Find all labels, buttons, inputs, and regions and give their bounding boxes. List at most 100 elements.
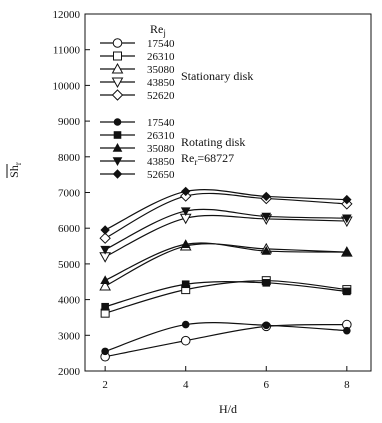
data-point-diamond-open — [99, 232, 111, 244]
legend-entries: 1754026310350804385052620175402631035080… — [100, 38, 175, 181]
series-rotating-26310 — [101, 279, 351, 311]
y-tick-label: 4000 — [58, 295, 81, 307]
data-point-triangle-up-filled — [112, 142, 123, 152]
data-point-triangle-down-filled — [180, 207, 191, 217]
rotating-disk-label: Rotating disk — [181, 135, 245, 149]
data-point-circle-filled — [343, 326, 351, 335]
series-line — [104, 281, 347, 308]
legend-entry-rotating: 17540 — [100, 117, 175, 129]
series-rotating-43850 — [100, 207, 352, 255]
series-line — [104, 243, 347, 287]
y-tick-label: 11000 — [53, 45, 81, 57]
series-line — [104, 189, 347, 231]
legend-title: Rej — [150, 22, 166, 38]
series-line — [104, 322, 347, 352]
legend-entry-rotating: 35080 — [100, 142, 175, 155]
x-tick-label: 6 — [264, 379, 270, 391]
legend-label: 43850 — [147, 156, 175, 168]
data-point-diamond-filled — [112, 169, 123, 179]
legend-entry-stationary: 17540 — [100, 38, 175, 50]
data-point-square-filled — [113, 131, 122, 139]
stationary-disk-label: Stationary disk — [181, 69, 253, 83]
y-tick-label: 3000 — [58, 330, 81, 342]
legend-entry-stationary: 52620 — [100, 89, 175, 102]
y-tick-label: 12000 — [53, 9, 81, 21]
y-tick-label: 2000 — [58, 366, 81, 378]
data-point-triangle-down-filled — [341, 214, 352, 224]
y-axis-title: Shr — [6, 162, 23, 178]
legend-label: 26310 — [147, 130, 175, 142]
series-line — [104, 242, 347, 281]
x-axis-label: H/d — [219, 402, 237, 416]
y-tick-label: 10000 — [53, 80, 81, 92]
series-layer — [99, 186, 353, 362]
data-point-diamond-filled — [342, 194, 352, 205]
data-point-triangle-down-open — [111, 77, 124, 89]
legend-entry-stationary: 43850 — [100, 77, 175, 89]
series-line — [105, 323, 347, 358]
plot-frame — [84, 13, 372, 372]
series-stationary-26310 — [100, 276, 352, 318]
y-axis-label: Shr — [7, 162, 23, 178]
data-point-circle-open — [180, 335, 191, 346]
data-point-triangle-down-filled — [100, 245, 110, 255]
series-stationary-17540 — [100, 319, 352, 362]
y-tick-label: 5000 — [58, 259, 81, 271]
legend-label: 52620 — [147, 90, 175, 102]
y-axis-ticks: 2000 3000 4000 5000 6000 7000 8000 9000 10000 110… — [53, 9, 90, 378]
legend-entry-rotating: 26310 — [100, 130, 175, 142]
legend-label: 35080 — [147, 143, 175, 155]
data-point-triangle-up-filled — [100, 275, 110, 285]
data-point-diamond-open — [111, 89, 124, 101]
data-point-circle-filled — [101, 347, 109, 356]
series-line — [104, 208, 347, 251]
data-point-circle-filled — [113, 118, 122, 126]
data-point-diamond-filled — [261, 191, 271, 202]
data-point-square-filled — [343, 287, 351, 296]
data-point-triangle-up-filled — [261, 246, 272, 255]
legend-label: 26310 — [147, 51, 175, 63]
x-axis-ticks: 2 4 6 8 — [102, 366, 350, 391]
data-point-circle-open — [112, 38, 123, 48]
y-tick-label: 8000 — [58, 152, 81, 164]
legend-entry-rotating: 52650 — [100, 169, 175, 181]
data-point-triangle-down-filled — [261, 212, 272, 222]
y-tick-label: 9000 — [58, 116, 81, 128]
data-point-triangle-up-filled — [180, 239, 191, 248]
series-line — [104, 214, 347, 258]
legend-entry-rotating: 43850 — [100, 156, 175, 168]
y-tick-label: 7000 — [58, 188, 81, 200]
data-point-triangle-up-filled — [341, 247, 352, 256]
data-point-circle-filled — [262, 321, 271, 330]
data-point-triangle-down-filled — [112, 157, 123, 167]
legend-label: 17540 — [147, 117, 175, 129]
x-tick-label: 4 — [183, 379, 189, 391]
series-line — [104, 280, 347, 314]
data-point-square-open — [113, 51, 122, 61]
data-point-square-filled — [181, 280, 190, 289]
legend-label: 43850 — [147, 77, 175, 89]
series-line — [104, 192, 347, 239]
data-point-circle-filled — [181, 320, 190, 329]
legend-label: 52650 — [147, 169, 175, 181]
data-point-square-filled — [101, 302, 109, 311]
series-rotating-52650 — [100, 186, 352, 235]
legend: Rej 175402631035080438505262017540263103… — [100, 22, 253, 181]
legend-entry-stationary: 26310 — [100, 51, 175, 63]
data-point-diamond-filled — [100, 225, 110, 235]
x-tick-label: 2 — [102, 379, 108, 391]
legend-label: 17540 — [147, 38, 175, 50]
rotating-re-label: Rer=68727 — [181, 151, 234, 167]
data-point-diamond-filled — [180, 186, 191, 197]
x-tick-label: 8 — [344, 379, 350, 391]
y-tick-label: 6000 — [58, 223, 81, 235]
series-rotating-17540 — [101, 320, 351, 356]
data-point-square-filled — [262, 279, 271, 287]
series-stationary-43850 — [99, 213, 353, 263]
data-point-triangle-up-open — [111, 62, 124, 74]
data-point-triangle-up-open — [99, 280, 111, 291]
legend-label: 35080 — [147, 64, 175, 76]
legend-entry-stationary: 35080 — [100, 62, 175, 76]
series-rotating-35080 — [100, 239, 352, 285]
